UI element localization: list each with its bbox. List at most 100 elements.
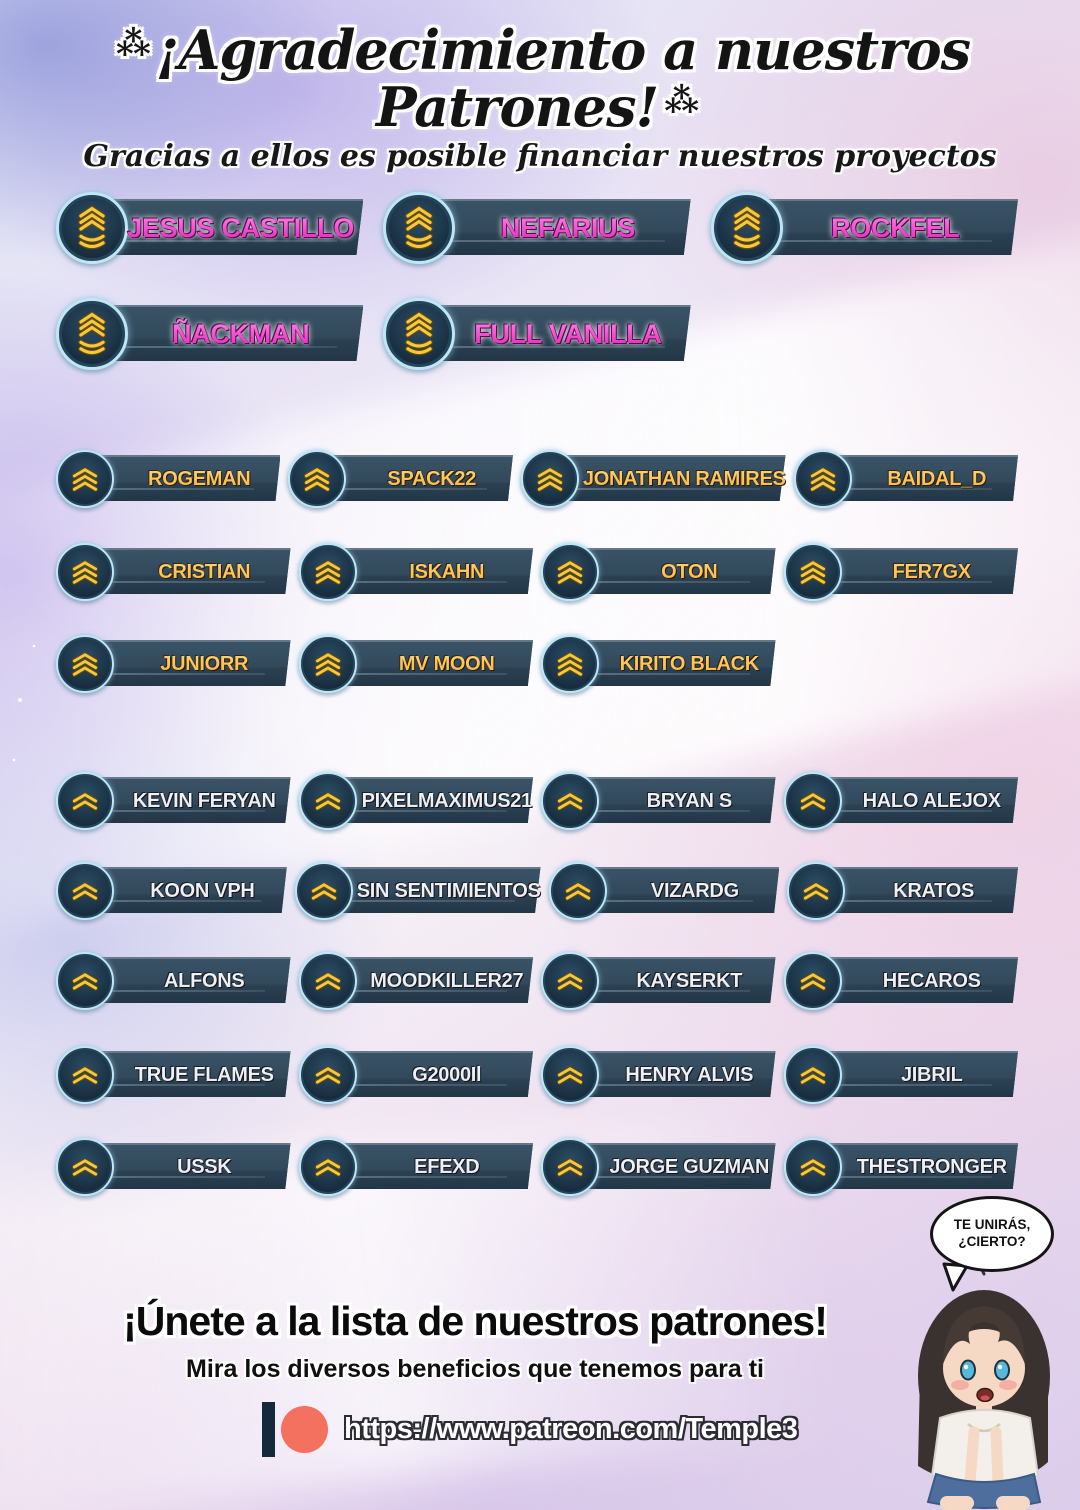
- patron-badge: FER7GX: [783, 541, 1019, 603]
- tier3-row-4: TRUE FLAMES G2000Il HENRY ALVIS JIBRIL: [56, 1044, 1019, 1106]
- tier2-row-3: JUNIORR MV MOON KIRITO BLACK: [56, 633, 1018, 695]
- tier2-row-2: CRISTIAN ISKAHN OTON FER7GX: [56, 541, 1019, 603]
- patron-badge: KEVIN FERYAN: [56, 770, 291, 832]
- patron-name: FULL VANILLA: [385, 296, 690, 372]
- tier3-row-5: USSK EFEXD JORGE GUZMAN THESTRONGER: [56, 1136, 1018, 1198]
- patron-name: BRYAN S: [543, 770, 776, 832]
- patron-badge: FULL VANILLA: [383, 296, 691, 372]
- patron-name: KEVIN FERYAN: [58, 770, 291, 832]
- badge-bar: [82, 957, 291, 1003]
- patron-name: FER7GX: [786, 541, 1019, 603]
- patron-name: OTON: [543, 541, 776, 603]
- patron-name: CRISTIAN: [58, 541, 291, 603]
- patron-badge: KRATOS: [787, 860, 1018, 922]
- patron-badge: KIRITO BLACK: [541, 633, 776, 695]
- patreon-logo-circle: [281, 1406, 328, 1453]
- patron-badge: JESUS CASTILLO: [56, 190, 364, 266]
- patron-name: KAYSERKT: [543, 950, 776, 1012]
- patron-badge: SPACK22: [288, 448, 513, 510]
- patron-badge: MV MOON: [298, 633, 533, 695]
- patron-name: SPACK22: [290, 448, 512, 510]
- rank-corporal-icon: [298, 1046, 357, 1104]
- patreon-url: https://www.patreon.com/Temple3: [344, 1413, 798, 1445]
- page-title: ⁂ ¡Agradecimiento a nuestros Patrones! ⁂: [0, 22, 1080, 135]
- patron-name: SIN SENTIMIENTOS: [297, 860, 541, 922]
- patron-name: JUNIORR: [58, 633, 291, 695]
- page-title-text: ¡Agradecimiento a nuestros Patrones!: [155, 18, 971, 139]
- patron-badge: EFEXD: [298, 1136, 534, 1198]
- patron-badge: TRUE FLAMES: [56, 1044, 291, 1106]
- patron-name: ÑACKMAN: [58, 296, 363, 372]
- badge-bar: [567, 957, 776, 1003]
- footer-cta: ¡Únete a la lista de nuestros patrones! …: [60, 1298, 890, 1384]
- patron-badge: PIXELMAXIMUS21: [298, 770, 534, 832]
- patron-badge: HECAROS: [783, 950, 1019, 1012]
- badge-bar: [809, 1051, 1018, 1097]
- patron-badge: ALFONS: [56, 950, 291, 1012]
- rank-corporal-icon: [541, 1046, 599, 1104]
- badge-bar: [809, 957, 1018, 1003]
- patron-name: ISKAHN: [301, 541, 534, 603]
- patron-name: G2000Il: [301, 1044, 534, 1106]
- patron-name: TRUE FLAMES: [58, 1044, 291, 1106]
- tier3-row-2: KOON VPH SIN SENTIMIENTOS VIZARDG KRATOS: [56, 860, 1018, 922]
- patron-badge: THESTRONGER: [783, 1136, 1018, 1198]
- tier2-row-1: ROGEMAN SPACK22 JONATHAN RAMIRES BAIDAL_…: [56, 448, 1018, 510]
- patron-badge: NEFARIUS: [383, 190, 691, 266]
- rank-corporal-icon: [783, 952, 842, 1010]
- patron-badge: USSK: [56, 1136, 291, 1198]
- tier1-row-2: ÑACKMAN FULL VANILLA: [56, 296, 1018, 372]
- patron-name: KIRITO BLACK: [543, 633, 776, 695]
- patron-badge: JONATHAN RAMIRES: [520, 448, 786, 510]
- patron-name: ROCKFEL: [713, 190, 1018, 266]
- tier3-row-1: KEVIN FERYAN PIXELMAXIMUS21 BRYAN S HALO…: [56, 770, 1019, 832]
- patron-name: JIBRIL: [786, 1044, 1019, 1106]
- patron-name: JONATHAN RAMIRES: [523, 448, 786, 510]
- patron-name: ROGEMAN: [58, 448, 280, 510]
- patron-name: JESUS CASTILLO: [58, 190, 363, 266]
- patron-name: MOODKILLER27: [301, 950, 534, 1012]
- page-subtitle: Gracias a ellos es posible financiar nue…: [83, 139, 997, 175]
- patron-badge: BRYAN S: [541, 770, 776, 832]
- patron-name: NEFARIUS: [385, 190, 690, 266]
- patron-badge: ROGEMAN: [56, 448, 281, 510]
- badge-bar: [809, 1143, 1018, 1189]
- patron-badge: ÑACKMAN: [56, 296, 364, 372]
- patreon-logo-bar: [262, 1402, 275, 1457]
- patron-name: USSK: [58, 1136, 291, 1198]
- tier1-row-1: JESUS CASTILLO NEFARIUS ROCKFEL: [56, 190, 1018, 266]
- speech-bubble: TE UNIRÁS, ¿CIERTO?: [930, 1196, 1054, 1272]
- header: ⁂ ¡Agradecimiento a nuestros Patrones! ⁂ G…: [0, 22, 1080, 175]
- patron-name: KOON VPH: [58, 860, 287, 922]
- badge-bar: [567, 1051, 776, 1097]
- patron-badge: KOON VPH: [56, 860, 287, 922]
- patron-badge: MOODKILLER27: [298, 950, 534, 1012]
- patron-name: ALFONS: [58, 950, 291, 1012]
- patron-badge: OTON: [541, 541, 776, 603]
- patron-name: HENRY ALVIS: [543, 1044, 776, 1106]
- patron-name: HECAROS: [786, 950, 1019, 1012]
- patron-badge: HENRY ALVIS: [541, 1044, 776, 1106]
- badge-bar: [82, 1051, 291, 1097]
- patron-badge: VIZARDG: [548, 860, 780, 922]
- tier3-row-3: ALFONS MOODKILLER27 KAYSERKT HECAROS: [56, 950, 1019, 1012]
- patron-name: KRATOS: [789, 860, 1018, 922]
- patron-name: HALO ALEJOX: [786, 770, 1019, 832]
- patron-badge: ISKAHN: [298, 541, 534, 603]
- rank-corporal-icon: [541, 952, 599, 1010]
- cta-subtitle: Mira los diversos beneficios que tenemos…: [186, 1355, 764, 1383]
- patron-name: EFEXD: [301, 1136, 534, 1198]
- patron-name: JORGE GUZMAN: [543, 1136, 776, 1198]
- leaf-ornament-icon: ⁂: [664, 80, 699, 121]
- patron-badge: KAYSERKT: [541, 950, 776, 1012]
- rank-corporal-icon: [56, 1046, 114, 1104]
- patron-badge: CRISTIAN: [56, 541, 291, 603]
- leaf-ornament-icon: ⁂: [116, 24, 151, 64]
- patron-badge: SIN SENTIMIENTOS: [294, 860, 541, 922]
- patron-badge: ROCKFEL: [710, 190, 1018, 266]
- patron-badge: HALO ALEJOX: [783, 770, 1019, 832]
- patron-name: PIXELMAXIMUS21: [301, 770, 534, 832]
- patron-name: VIZARDG: [551, 860, 780, 922]
- patreon-logo-icon: [262, 1402, 328, 1457]
